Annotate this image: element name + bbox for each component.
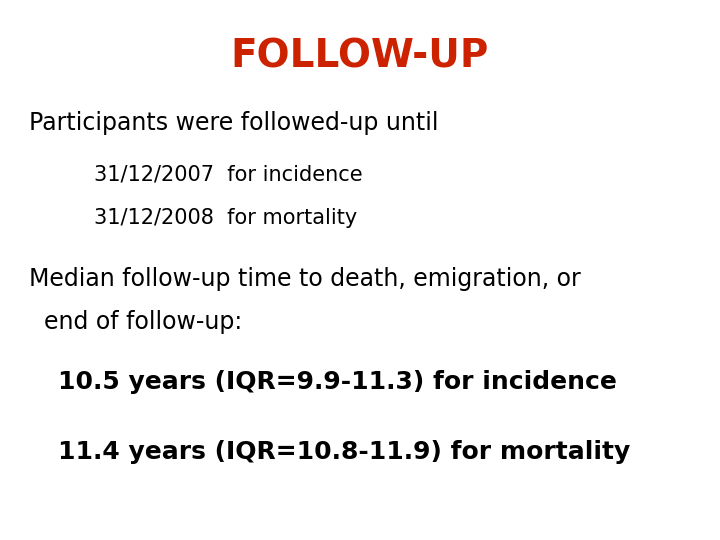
Text: Participants were followed-up until: Participants were followed-up until xyxy=(29,111,438,134)
Text: 10.5 years (IQR=9.9-11.3) for incidence: 10.5 years (IQR=9.9-11.3) for incidence xyxy=(58,370,616,394)
Text: 11.4 years (IQR=10.8-11.9) for mortality: 11.4 years (IQR=10.8-11.9) for mortality xyxy=(58,440,630,464)
Text: 31/12/2007  for incidence: 31/12/2007 for incidence xyxy=(94,165,362,185)
Text: end of follow-up:: end of follow-up: xyxy=(29,310,242,334)
Text: 31/12/2008  for mortality: 31/12/2008 for mortality xyxy=(94,208,357,228)
Text: FOLLOW-UP: FOLLOW-UP xyxy=(231,38,489,76)
Text: Median follow-up time to death, emigration, or: Median follow-up time to death, emigrati… xyxy=(29,267,580,291)
